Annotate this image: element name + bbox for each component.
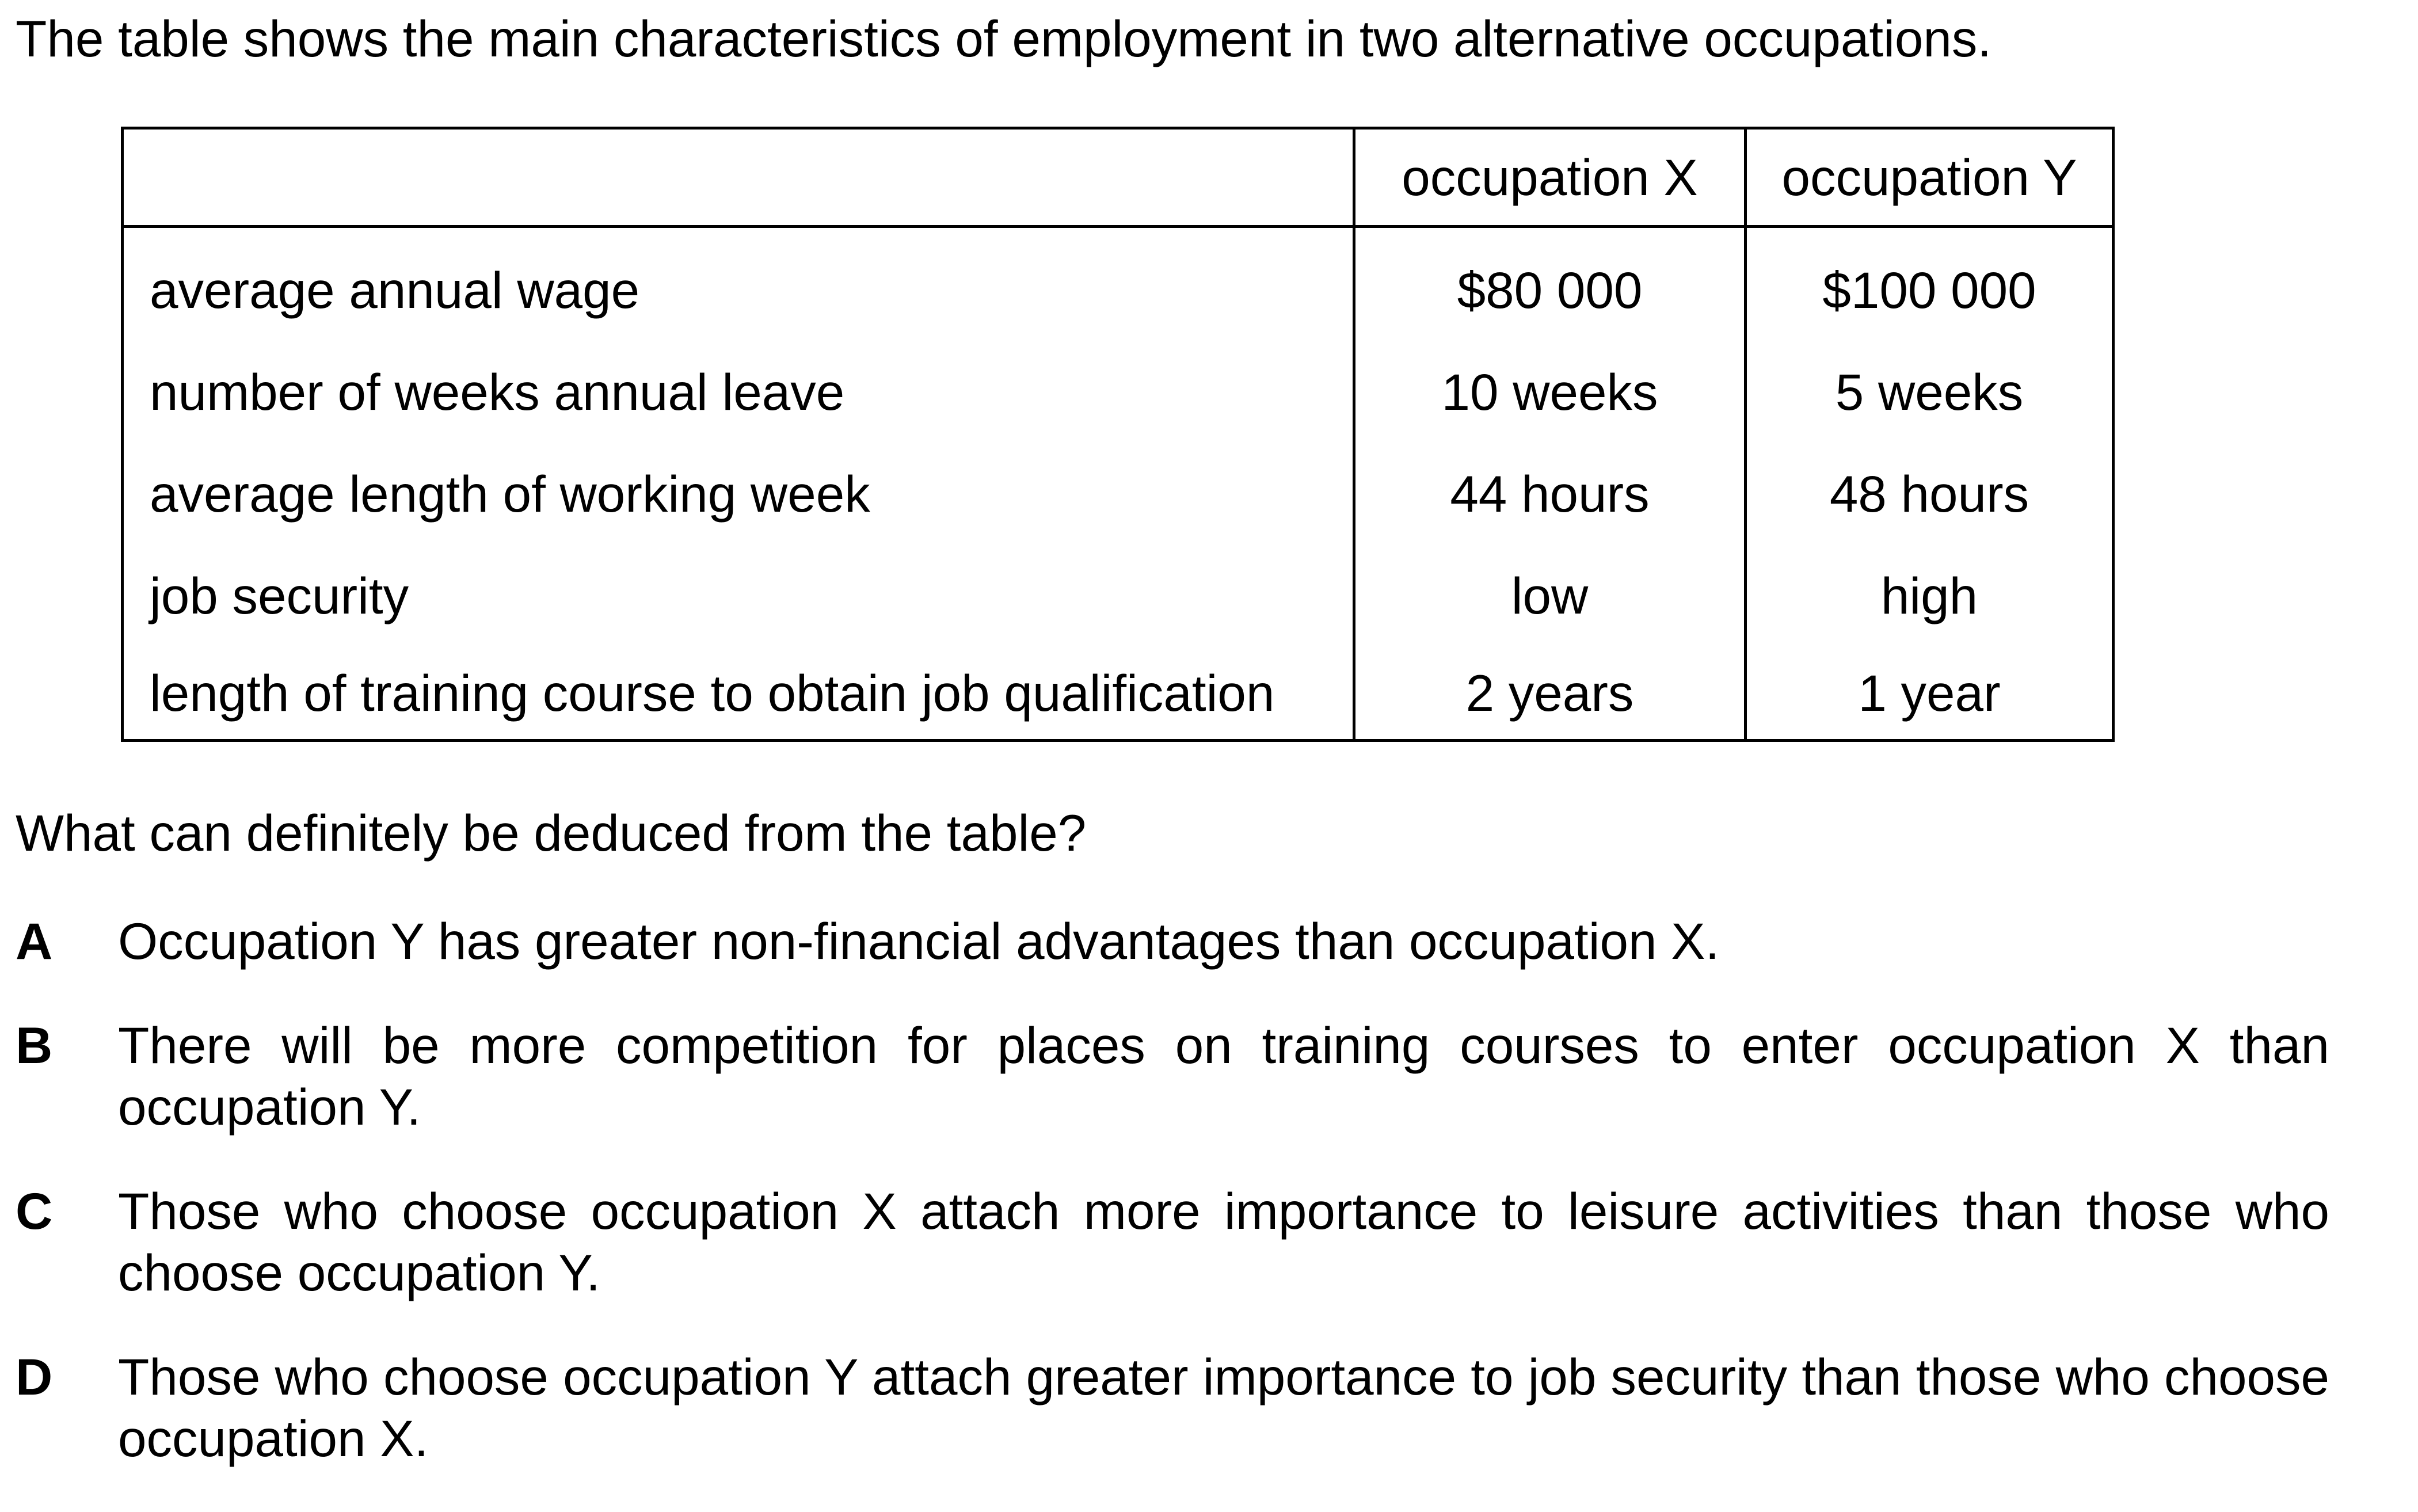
row-label: job security xyxy=(121,545,1355,647)
table-row: number of weeks annual leave 10 weeks 5 … xyxy=(121,341,2115,443)
row-label: average annual wage xyxy=(121,226,1355,341)
employment-table: occupation X occupation Y average annual… xyxy=(121,127,2115,742)
option-letter: D xyxy=(16,1348,53,1406)
table-row: job security low high xyxy=(121,545,2115,647)
exam-page: The table shows the main characteristics… xyxy=(16,10,2329,1467)
occupation-y-value: 5 weeks xyxy=(1744,341,2115,443)
option-d[interactable]: D Those who choose occupation Y attach g… xyxy=(16,1346,2329,1469)
occupation-y-value: $100 000 xyxy=(1744,226,2115,341)
option-b[interactable]: B There will be more competition for pla… xyxy=(16,1015,2329,1138)
table-row: length of training course to obtain job … xyxy=(121,647,2115,742)
occupation-x-value: 44 hours xyxy=(1353,443,1747,545)
option-letter: A xyxy=(16,912,53,970)
row-label: average length of working week xyxy=(121,443,1355,545)
occupation-x-value: $80 000 xyxy=(1353,226,1747,341)
option-letter: B xyxy=(16,1016,53,1074)
option-letter: C xyxy=(16,1182,53,1240)
table-header-row: occupation X occupation Y xyxy=(121,127,2115,228)
occupation-x-value: low xyxy=(1353,545,1747,647)
table-row: average length of working week 44 hours … xyxy=(121,443,2115,545)
option-text: There will be more competition for place… xyxy=(118,1016,2329,1136)
table-header-occupation-y: occupation Y xyxy=(1744,127,2115,228)
row-label: length of training course to obtain job … xyxy=(121,647,1355,742)
occupation-y-value: 1 year xyxy=(1744,647,2115,742)
occupation-y-value: 48 hours xyxy=(1744,443,2115,545)
intro-text: The table shows the main characteristics… xyxy=(16,10,1992,67)
table-header-occupation-x: occupation X xyxy=(1353,127,1747,228)
table-row: average annual wage $80 000 $100 000 xyxy=(121,226,2115,341)
occupation-x-value: 10 weeks xyxy=(1353,341,1747,443)
option-text: Those who choose occupation X attach mor… xyxy=(118,1182,2329,1301)
option-text: Those who choose occupation Y attach gre… xyxy=(118,1348,2329,1467)
answer-options: A Occupation Y has greater non-financial… xyxy=(16,911,2329,1512)
question-text: What can definitely be deduced from the … xyxy=(16,804,1087,862)
occupation-y-value: high xyxy=(1744,545,2115,647)
occupation-x-value: 2 years xyxy=(1353,647,1747,742)
option-a[interactable]: A Occupation Y has greater non-financial… xyxy=(16,911,2329,972)
table-header-empty xyxy=(121,127,1355,228)
row-label: number of weeks annual leave xyxy=(121,341,1355,443)
option-text: Occupation Y has greater non-financial a… xyxy=(118,912,1720,970)
option-c[interactable]: C Those who choose occupation X attach m… xyxy=(16,1180,2329,1304)
